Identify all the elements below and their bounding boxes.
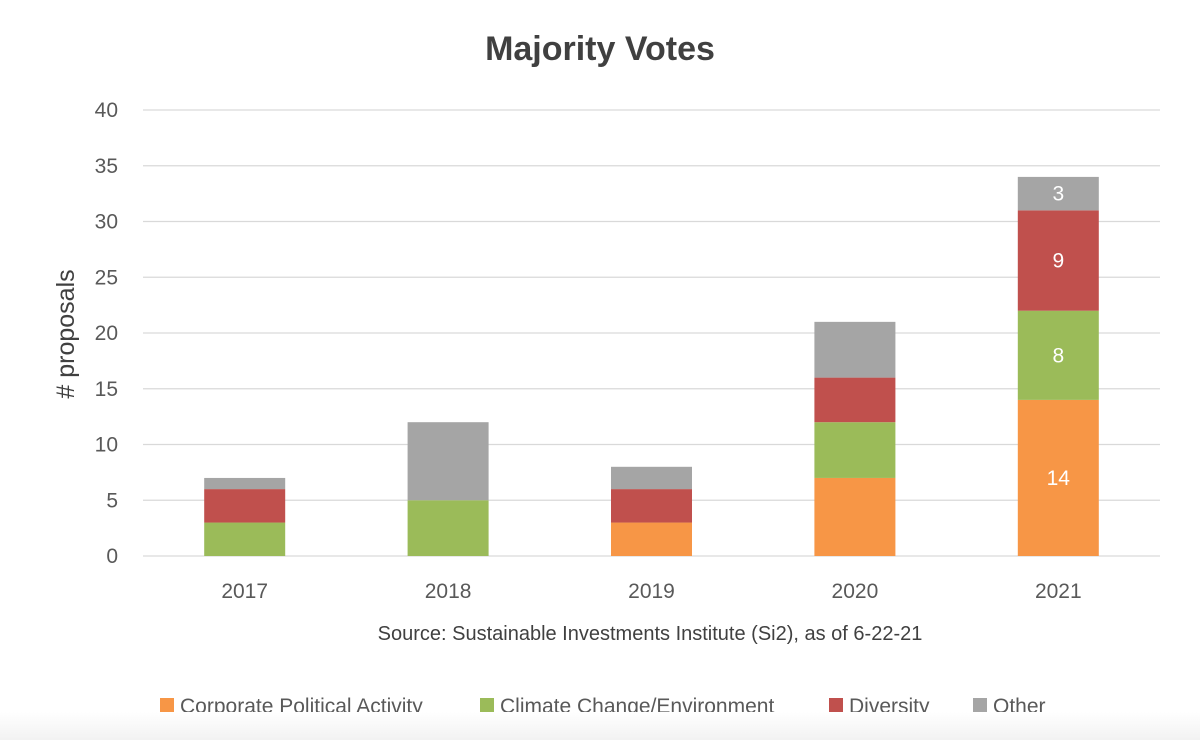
y-tick-label-5: 5 xyxy=(106,489,118,512)
x-tick-label-2017: 2017 xyxy=(221,580,268,603)
data-labels: 14 8 9 3 xyxy=(1047,183,1071,490)
legend-swatch-other xyxy=(973,698,987,712)
bar-2018-other xyxy=(407,422,489,501)
y-tick-label-20: 20 xyxy=(95,322,118,345)
y-tick-label-35: 35 xyxy=(95,155,118,178)
bar-2017-climate-change-environment xyxy=(204,522,286,556)
bar-2020-climate-change-environment xyxy=(814,422,896,478)
bar-2020-diversity xyxy=(814,377,896,423)
legend-swatch-corporate-political-activity xyxy=(160,698,174,712)
gridlines xyxy=(143,109,1160,557)
bar-2017-diversity xyxy=(204,489,286,523)
bar-2021-corporate-political-activity xyxy=(1017,399,1099,556)
chart-title: Majority Votes xyxy=(485,30,715,68)
bar-2018-climate-change-environment xyxy=(407,500,489,556)
y-tick-label-15: 15 xyxy=(95,378,118,401)
bar-2019-corporate-political-activity xyxy=(611,522,692,556)
x-axis-ticks: 2017 2018 2019 2020 2021 xyxy=(221,580,1081,603)
bar-2021-climate-change-environment xyxy=(1017,310,1099,400)
bar-2021-diversity xyxy=(1017,210,1099,311)
bar-2020-other xyxy=(814,321,896,378)
x-tick-label-2018: 2018 xyxy=(425,580,472,603)
bar-2020-corporate-political-activity xyxy=(814,477,896,556)
data-label-2021-diversity: 9 xyxy=(1052,250,1064,273)
y-axis-label: # proposals xyxy=(52,269,80,398)
data-label-2021-other: 3 xyxy=(1052,183,1064,206)
source-note: Source: Sustainable Investments Institut… xyxy=(378,623,923,645)
y-tick-label-40: 40 xyxy=(95,99,118,122)
bar-2017-other xyxy=(204,477,286,490)
x-tick-label-2021: 2021 xyxy=(1035,580,1082,603)
y-tick-label-25: 25 xyxy=(95,266,118,289)
y-tick-label-30: 30 xyxy=(95,211,118,234)
y-axis-ticks: 0 5 10 15 20 25 30 35 40 xyxy=(95,99,118,568)
bars xyxy=(204,176,1099,556)
bar-2019-other xyxy=(611,466,692,490)
data-label-2021-corporate-political-activity: 14 xyxy=(1047,467,1071,490)
x-tick-label-2019: 2019 xyxy=(628,580,675,603)
data-label-2021-climate-change-environment: 8 xyxy=(1052,344,1064,367)
y-tick-label-0: 0 xyxy=(106,545,118,568)
y-tick-label-10: 10 xyxy=(95,434,118,457)
bar-2019-diversity xyxy=(611,489,692,523)
bar-2021-other xyxy=(1017,176,1099,211)
legend-swatch-diversity xyxy=(829,698,843,712)
bottom-shadow xyxy=(0,712,1200,740)
x-tick-label-2020: 2020 xyxy=(832,580,879,603)
legend-swatch-climate-change-environment xyxy=(480,698,494,712)
